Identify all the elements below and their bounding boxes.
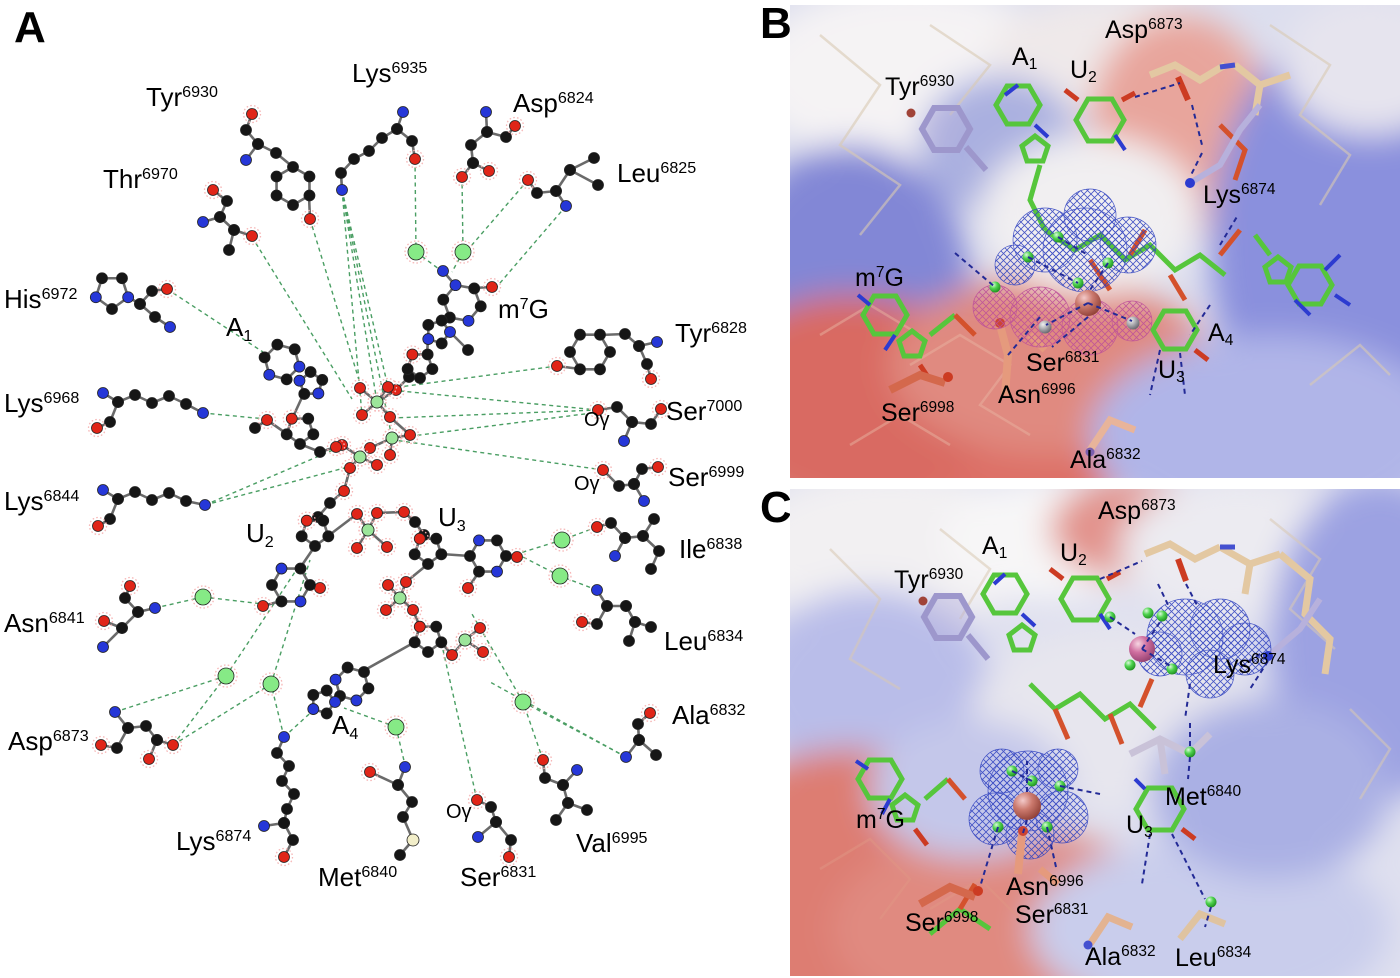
label-met6840: Met6840 bbox=[318, 862, 398, 892]
tyr6930-ring-b bbox=[906, 105, 989, 172]
label-b-tyr6930: Tyr6930 bbox=[885, 73, 955, 101]
label-c-m7g: m7G bbox=[856, 806, 905, 834]
label-m7g: m7G bbox=[498, 294, 549, 324]
label-c-asp6873: Asp6873 bbox=[1098, 497, 1176, 525]
label-c-ser6998: Ser6998 bbox=[905, 909, 979, 937]
label-asp6824: Asp6824 bbox=[513, 88, 594, 118]
backbone-trace-c bbox=[829, 518, 1392, 800]
label-c-ala6832: Ala6832 bbox=[1085, 943, 1156, 971]
ion-sphere-lower-c bbox=[1013, 792, 1041, 820]
label-lys6874: Lys6874 bbox=[176, 826, 252, 856]
met6840-sticks-c bbox=[1128, 731, 1213, 775]
label-c-lys6874: Lys6874 bbox=[1213, 651, 1286, 679]
label-c-leu6834: Leu6834 bbox=[1175, 944, 1252, 972]
label-his6972: His6972 bbox=[4, 284, 78, 314]
label-ser6999: Ser6999 bbox=[668, 462, 745, 492]
panel-b-surface-view: Tyr6930 A1 U2 Asp6873 Lys6874 m7G Ser6998 Asn69… bbox=[790, 5, 1400, 478]
ligand-sticks-blue-b bbox=[856, 83, 1352, 352]
label-a4: A4 bbox=[332, 710, 359, 743]
panel-a-interaction-diagram: Tyr6930 Lys6935 Asp6824 Leu6825 Thr6970 His69… bbox=[4, 58, 747, 892]
label-u2: U2 bbox=[246, 518, 274, 551]
label-b-ala6832: Ala6832 bbox=[1070, 446, 1141, 474]
ball-and-stick-diagram bbox=[87, 104, 671, 867]
label-ser6831: Ser6831 bbox=[460, 862, 537, 892]
label-b-u2: U2 bbox=[1070, 56, 1097, 87]
label-b-asp6873: Asp6873 bbox=[1105, 16, 1183, 44]
lys6874-stick-b bbox=[1185, 103, 1263, 188]
label-leu6834: Leu6834 bbox=[664, 626, 744, 656]
surface-render-b bbox=[790, 5, 1400, 478]
label-leu6825: Leu6825 bbox=[617, 158, 697, 188]
backbone-trace-b bbox=[819, 23, 1391, 386]
label-u3: U3 bbox=[438, 502, 466, 535]
label-ala6832: Ala6832 bbox=[672, 700, 746, 730]
label-b-m7g: m7G bbox=[855, 264, 904, 292]
label-tyr6828: Tyr6828 bbox=[675, 318, 747, 348]
backbone-trace-c-red bbox=[819, 837, 1021, 920]
label-thr6970: Thr6970 bbox=[103, 164, 178, 194]
label-a1: A1 bbox=[226, 312, 253, 345]
label-ser7000-og: Oγ bbox=[584, 409, 610, 431]
panel-letter-b: B bbox=[760, 0, 792, 48]
label-c-u2: U2 bbox=[1060, 539, 1087, 570]
surface-render-c bbox=[790, 489, 1400, 976]
ligand-sticks-blue-c bbox=[854, 572, 1147, 815]
panel-c-surface-view: Asp6873 A1 U2 Tyr6930 Lys6874 m7G Met6840 U3 Asn… bbox=[790, 489, 1400, 976]
label-ser6831-og: Oγ bbox=[446, 801, 472, 823]
phosphate-sticks-orange-c bbox=[946, 678, 1155, 911]
salmon-sticks-c bbox=[918, 826, 1227, 950]
label-ile6838: Ile6838 bbox=[679, 534, 743, 564]
ligand-oxygen-tips-b bbox=[917, 88, 1210, 382]
label-c-met6840: Met6840 bbox=[1165, 783, 1242, 811]
ligand-oxygen-tips-c bbox=[913, 567, 1197, 847]
label-lys6968: Lys6968 bbox=[4, 388, 80, 418]
label-b-ser6998: Ser6998 bbox=[881, 399, 955, 427]
label-val6995: Val6995 bbox=[576, 828, 648, 858]
label-tyr6930: Tyr6930 bbox=[146, 82, 218, 112]
label-ser7000: Ser7000 bbox=[666, 396, 743, 426]
hydrogen-bond-dashes-b bbox=[954, 82, 1239, 396]
label-b-a1: A1 bbox=[1012, 43, 1038, 74]
label-b-a4: A4 bbox=[1208, 319, 1234, 350]
label-c-a1: A1 bbox=[982, 532, 1008, 563]
label-b-lys6874: Lys6874 bbox=[1203, 181, 1276, 209]
label-c-tyr6930: Tyr6930 bbox=[894, 566, 964, 594]
label-b-asn6996: Asn6996 bbox=[998, 381, 1076, 409]
label-c-u3: U3 bbox=[1126, 811, 1153, 842]
density-mesh-upper-c bbox=[1137, 598, 1272, 699]
asp6873-sticks-c bbox=[1143, 540, 1334, 675]
electrostatic-surface-c bbox=[790, 489, 1400, 976]
label-b-u3: U3 bbox=[1158, 356, 1185, 387]
ligand-sticks-green-c bbox=[855, 572, 1187, 936]
label-lys6935: Lys6935 bbox=[352, 58, 428, 88]
tyr6930-ring-c bbox=[918, 593, 991, 661]
label-b-ser6831: Ser6831 bbox=[1026, 349, 1100, 377]
atoms bbox=[87, 104, 671, 867]
label-c-ser6831: Ser6831 bbox=[1015, 901, 1089, 929]
label-c-asn6996: Asn6996 bbox=[1006, 873, 1084, 901]
label-ser6999-og: Oγ bbox=[574, 473, 600, 495]
panel-letter-c: C bbox=[760, 483, 792, 532]
hydrogen-bond-dashes-c bbox=[979, 560, 1269, 928]
panel-letter-a: A bbox=[14, 3, 46, 52]
label-lys6844: Lys6844 bbox=[4, 486, 80, 516]
hydrogen-bonds bbox=[114, 159, 627, 801]
gray-spheres-b bbox=[1038, 316, 1140, 334]
label-asp6873: Asp6873 bbox=[8, 726, 89, 756]
label-asn6841: Asn6841 bbox=[4, 608, 85, 638]
